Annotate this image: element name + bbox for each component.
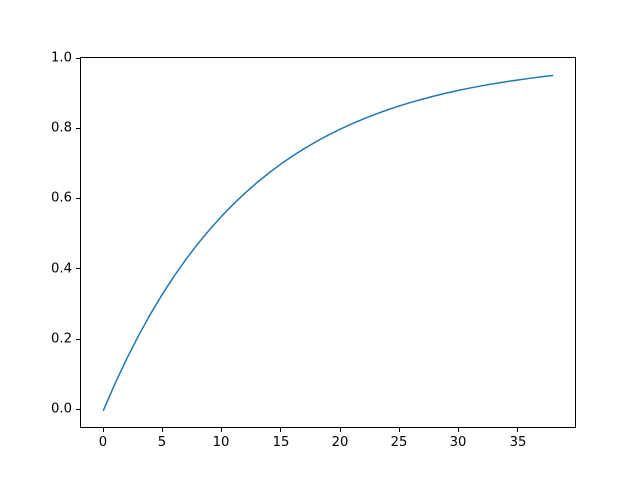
xtick-mark-20 bbox=[339, 428, 341, 432]
xtick-mark-25 bbox=[398, 428, 400, 432]
line-series-curve bbox=[102, 74, 554, 411]
xtick-mark-0 bbox=[102, 428, 104, 432]
ytick-label-0-2: 0.2 bbox=[51, 331, 72, 347]
xtick-mark-35 bbox=[517, 428, 519, 432]
ytick-mark-0-0 bbox=[76, 408, 80, 410]
ytick-mark-1-0 bbox=[76, 57, 80, 59]
plot-canvas bbox=[102, 74, 554, 411]
xtick-mark-15 bbox=[280, 428, 282, 432]
xtick-label-15: 15 bbox=[272, 435, 290, 450]
ytick-mark-0-6 bbox=[76, 198, 80, 200]
xtick-label-25: 25 bbox=[390, 435, 408, 450]
xtick-label-10: 10 bbox=[212, 435, 230, 450]
ytick-label-0-0: 0.0 bbox=[51, 401, 72, 417]
xtick-mark-30 bbox=[458, 428, 460, 432]
xtick-label-20: 20 bbox=[331, 435, 349, 450]
ytick-label-0-4: 0.4 bbox=[51, 261, 72, 277]
xtick-label-0: 0 bbox=[98, 435, 108, 450]
xtick-label-30: 30 bbox=[449, 435, 467, 450]
ytick-mark-0-8 bbox=[76, 127, 80, 129]
ytick-mark-0-4 bbox=[76, 268, 80, 270]
plot-axes bbox=[80, 57, 576, 428]
xtick-label-5: 5 bbox=[157, 435, 167, 450]
xtick-mark-5 bbox=[161, 428, 163, 432]
xtick-label-35: 35 bbox=[509, 435, 527, 450]
ytick-label-0-8: 0.8 bbox=[51, 120, 72, 136]
ytick-mark-0-2 bbox=[76, 338, 80, 340]
ytick-label-0-6: 0.6 bbox=[51, 190, 72, 206]
ytick-label-1-0: 1.0 bbox=[51, 50, 72, 66]
xtick-mark-10 bbox=[221, 428, 223, 432]
